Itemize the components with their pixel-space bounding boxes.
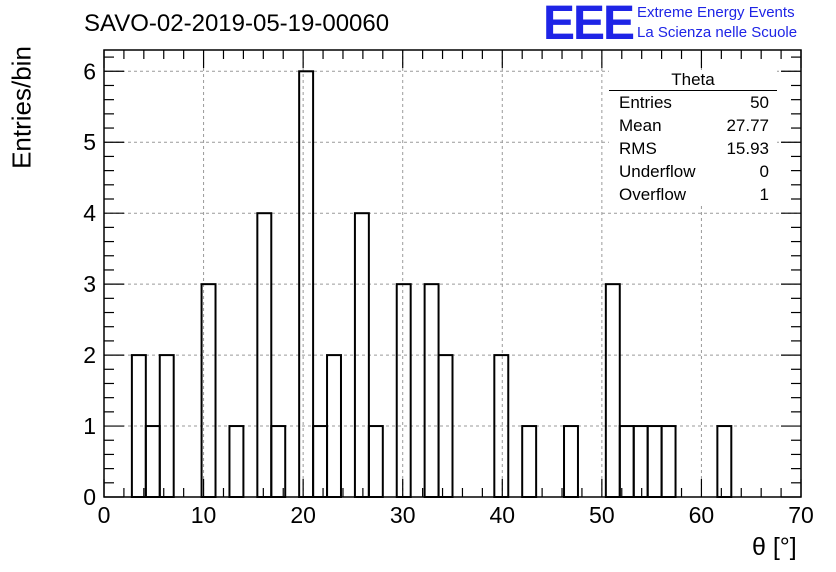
stats-value: 27.77 [726, 116, 769, 135]
stats-label: Entries [619, 93, 672, 112]
histogram-bar [353, 212, 370, 498]
histogram-bar [130, 354, 147, 498]
x-tick-label: 60 [689, 502, 715, 528]
eee-logo: EEE [543, 0, 635, 50]
stats-label: Mean [619, 116, 662, 135]
histogram-bar [312, 425, 329, 498]
stats-row-rms: RMS 15.93 [609, 137, 777, 160]
histogram-bars [130, 70, 733, 499]
y-tick-label: 3 [83, 271, 96, 297]
brand-line-2: La Scienza nelle Scuole [637, 24, 798, 41]
axis-ticks [103, 50, 802, 498]
stats-title: Theta [609, 70, 777, 91]
histogram-bar [423, 283, 440, 498]
y-tick-label: 2 [83, 342, 96, 368]
histogram-bar [367, 425, 384, 498]
y-tick-label: 4 [83, 200, 96, 226]
histogram-bar [395, 283, 412, 498]
run-title: SAVO-02-2019-05-19-00060 [84, 10, 390, 37]
stats-label: RMS [619, 139, 657, 158]
histogram-bar [493, 354, 510, 498]
x-tick-labels: 0 10 20 30 40 50 60 70 [98, 502, 814, 528]
histogram-bar [200, 283, 217, 498]
histogram-bar [604, 283, 621, 498]
stats-row-mean: Mean 27.77 [609, 114, 777, 137]
histogram-bar [563, 425, 579, 498]
x-tick-label: 10 [191, 502, 217, 528]
stats-value: 0 [759, 162, 769, 181]
histogram-bar [228, 425, 245, 498]
histogram-bar [298, 70, 315, 499]
stats-label: Overflow [619, 185, 687, 204]
histogram-bar [521, 425, 538, 498]
y-axis-label: Entries/bin [6, 46, 37, 169]
stats-row-underflow: Underflow 0 [609, 160, 777, 183]
histogram-bar [646, 425, 663, 498]
x-tick-label: 0 [98, 502, 111, 528]
y-tick-label: 1 [83, 413, 96, 439]
histogram-bar [716, 425, 733, 498]
stats-box: Theta Entries 50 Mean 27.77 RMS 15.93 Un… [609, 70, 777, 206]
histogram-bar [158, 354, 175, 498]
stats-value: 15.93 [726, 139, 769, 158]
histogram-bar [618, 425, 635, 498]
stats-row-overflow: Overflow 1 [609, 183, 777, 206]
histogram-bar [270, 425, 287, 498]
histogram-bar [256, 212, 273, 498]
stats-label: Underflow [619, 162, 696, 181]
histogram-bar [660, 425, 677, 498]
histogram-bar [144, 425, 161, 498]
x-tick-label: 40 [489, 502, 515, 528]
x-tick-label: 50 [589, 502, 615, 528]
x-tick-label: 20 [290, 502, 316, 528]
stats-value: 1 [759, 185, 769, 204]
y-tick-label: 0 [83, 484, 96, 510]
y-tick-labels: 0 1 2 3 4 5 6 [83, 58, 96, 510]
stats-row-entries: Entries 50 [609, 91, 777, 114]
histogram-bar [326, 354, 342, 498]
y-tick-label: 5 [83, 129, 96, 155]
histogram-bar [632, 425, 649, 498]
brand-line-1: Extreme Energy Events [637, 4, 795, 21]
y-tick-label: 6 [83, 58, 96, 84]
x-tick-label: 70 [788, 502, 814, 528]
x-tick-label: 30 [390, 502, 416, 528]
stats-value: 50 [750, 93, 769, 112]
histogram-bar [437, 354, 454, 498]
x-axis-label: θ [°] [752, 533, 797, 561]
